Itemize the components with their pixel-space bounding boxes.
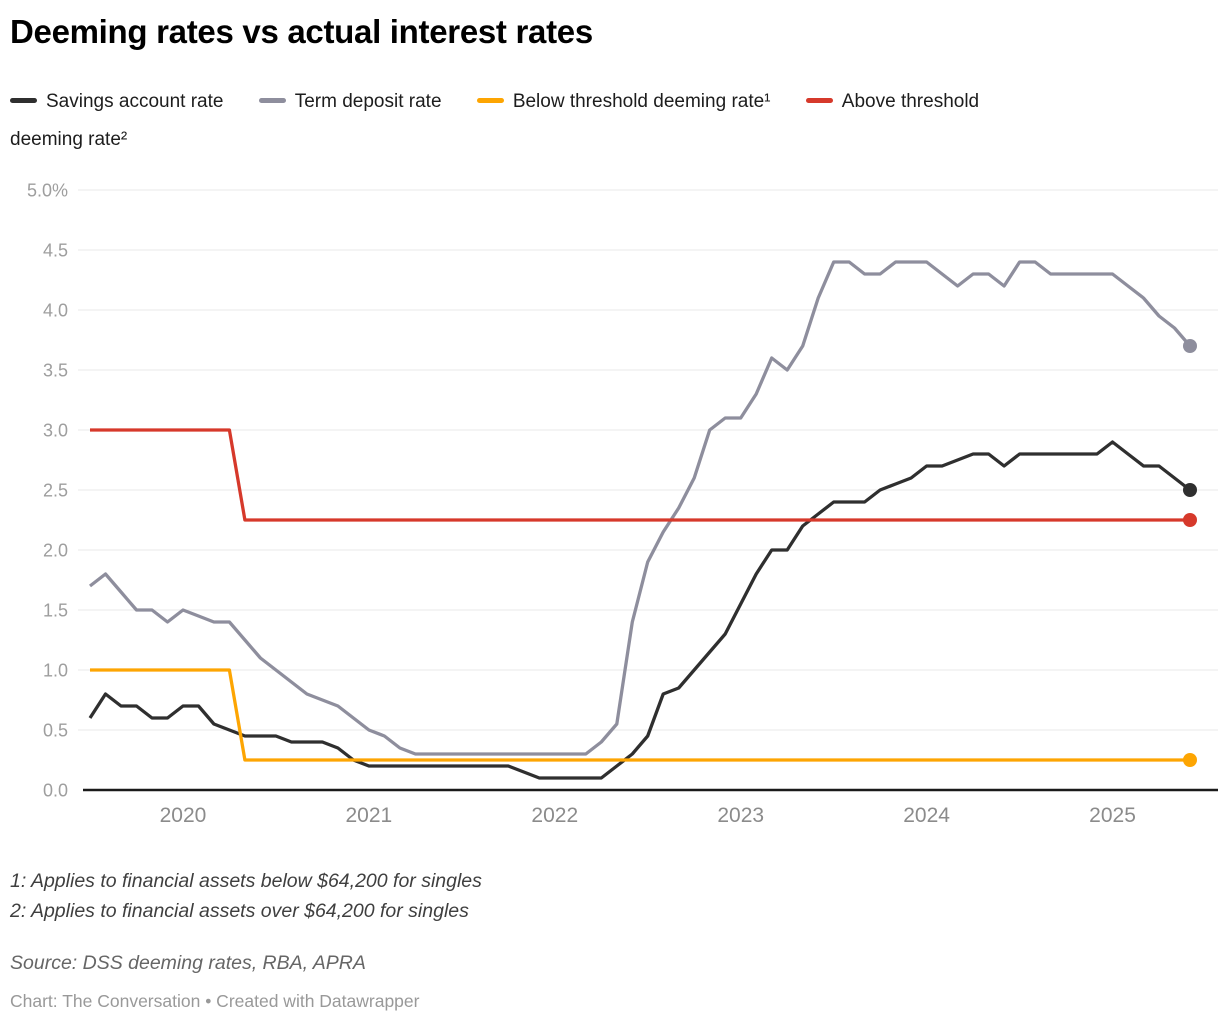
svg-text:1.5: 1.5	[43, 601, 68, 621]
footnote-2: 2: Applies to financial assets over $64,…	[10, 900, 469, 922]
chart-title: Deeming rates vs actual interest rates	[10, 13, 593, 50]
svg-text:2023: 2023	[717, 804, 764, 827]
svg-text:2.0: 2.0	[43, 541, 68, 561]
source-line: Source: DSS deeming rates, RBA, APRA	[10, 952, 366, 974]
svg-text:5.0%: 5.0%	[27, 181, 68, 201]
legend-item-above-threshold-deeming-rate: Above threshold deeming rate²	[10, 91, 979, 150]
legend-label: Above threshold deeming rate²	[10, 91, 980, 150]
legend-item-term-deposit-rate: Term deposit rate	[258, 91, 442, 112]
chart-legend: Savings account rate Term deposit rate B…	[10, 83, 1200, 159]
svg-text:2024: 2024	[903, 804, 950, 827]
svg-text:2.5: 2.5	[43, 481, 68, 501]
svg-text:3.0: 3.0	[43, 421, 68, 441]
above-threshold-line-swatch-icon	[805, 98, 833, 103]
chart-svg: 5.0% 4.5 4.0 3.5 3.0 2.5 2.0 1.5 1.0 0.5 0.0 2020 20…	[27, 181, 1218, 827]
chart-footnotes: 1: Applies to financial assets below $64…	[10, 866, 1200, 926]
legend-label: Savings account rate	[46, 91, 224, 112]
svg-text:2025: 2025	[1089, 804, 1136, 827]
svg-text:2021: 2021	[346, 804, 393, 827]
term-deposit-line-swatch-icon	[258, 98, 286, 103]
svg-text:4.0: 4.0	[43, 301, 68, 321]
svg-text:4.5: 4.5	[43, 241, 68, 261]
svg-text:2022: 2022	[531, 804, 578, 827]
legend-item-savings-account-rate: Savings account rate	[10, 91, 223, 112]
svg-text:0.0: 0.0	[43, 781, 68, 801]
savings-line-swatch-icon	[10, 98, 37, 103]
footnote-1: 1: Applies to financial assets below $64…	[10, 870, 482, 892]
svg-text:3.5: 3.5	[43, 361, 68, 381]
legend-label: Term deposit rate	[294, 91, 442, 112]
svg-text:1.0: 1.0	[43, 661, 68, 681]
svg-text:2020: 2020	[160, 804, 207, 827]
credit-line: Chart: The Conversation • Created with D…	[10, 991, 420, 1011]
below-threshold-line-swatch-icon	[476, 98, 504, 103]
legend-label: Below threshold deeming rate¹	[512, 91, 771, 112]
svg-text:0.5: 0.5	[43, 721, 68, 741]
legend-item-below-threshold-deeming-rate: Below threshold deeming rate¹	[476, 91, 771, 112]
chart-plot-area: 5.0% 4.5 4.0 3.5 3.0 2.5 2.0 1.5 1.0 0.5 0.0 2020 20…	[0, 170, 1220, 830]
